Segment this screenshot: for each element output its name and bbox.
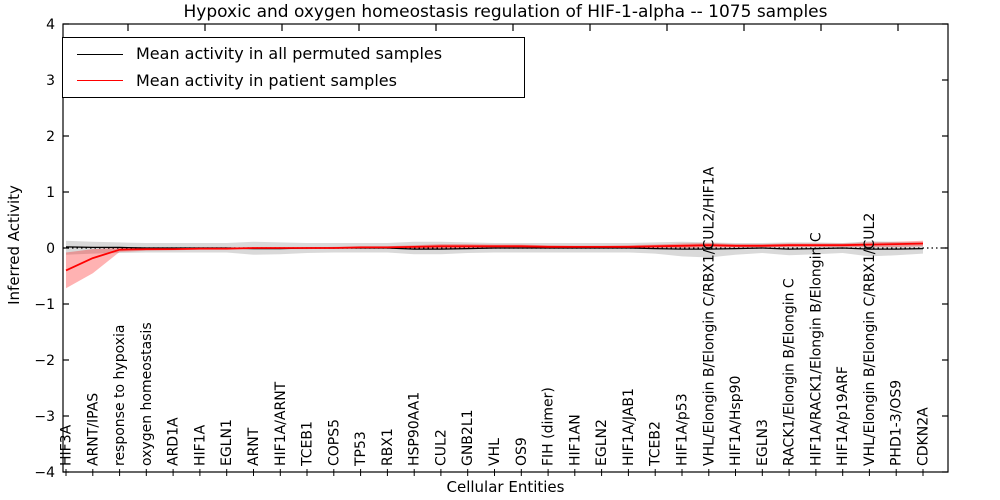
chart-title: Hypoxic and oxygen homeostasis regulatio… (183, 2, 828, 22)
legend-item-permuted: Mean activity in all permuted samples (63, 44, 524, 64)
patient-mean-line (65, 242, 924, 272)
y-tick-label: −3 (34, 409, 55, 425)
y-tick-label: 1 (46, 185, 55, 201)
x-category-label: EGLN2 (594, 419, 610, 466)
x-category-label: OS9 (514, 437, 530, 466)
y-tick-label: 0 (46, 241, 55, 257)
x-category-label: VHL (487, 438, 503, 466)
y-axis-ticks: −4 −3 −2 −1 0 1 2 3 4 (34, 17, 948, 481)
x-category-label: HIF3A (59, 424, 75, 466)
x-category-label: HIF1A/RACK1/Elongin B/Elongin C (808, 232, 824, 466)
x-axis-label: Cellular Entities (446, 478, 565, 496)
y-tick-label: 2 (46, 129, 55, 145)
x-category-label: COPS5 (326, 419, 342, 466)
x-category-label: HIF1AN (567, 414, 583, 466)
x-category-label: HIF1A/p19ARF (835, 366, 851, 466)
permuted-line-swatch (77, 53, 123, 55)
y-tick-label: −4 (34, 465, 55, 481)
y-tick-label: 3 (46, 73, 55, 89)
x-category-label: VHL/Elongin B/Elongin C/RBX1/CUL2/HIF1A (701, 166, 717, 466)
y-tick-label: −2 (34, 353, 55, 369)
x-category-label: HIF1A (192, 424, 208, 466)
x-axis-categories: HIF3A ARNT/IPAS response to hypoxia oxygen … (59, 166, 932, 476)
top-axis-ticks (127, 24, 899, 31)
x-category-label: HIF1A/Hsp90 (728, 376, 744, 466)
x-category-label: VHL/Elongin B/Elongin C/RBX1/CUL2 (862, 213, 878, 466)
x-category-label: EGLN3 (755, 419, 771, 466)
mean-lines (65, 242, 924, 272)
x-category-label: HIF1A/JAB1 (621, 388, 637, 466)
x-category-label: CUL2 (433, 429, 449, 466)
x-category-label: oxygen homeostasis (139, 322, 155, 466)
x-category-label: TP53 (353, 431, 369, 467)
patient-line-swatch (77, 80, 123, 82)
x-category-label: ARD1A (166, 417, 182, 466)
x-category-label: HIF1A/ARNT (273, 381, 289, 466)
x-category-label: TCEB1 (300, 421, 316, 467)
y-tick-label: 4 (46, 17, 55, 33)
x-category-label: GNB2L1 (460, 409, 476, 466)
x-category-label: TCEB2 (648, 421, 664, 467)
legend: Mean activity in all permuted samples Me… (62, 37, 525, 98)
y-tick-label: −1 (34, 297, 55, 313)
x-category-label: RACK1/Elongin B/Elongin C (782, 278, 798, 466)
x-category-label: FIH (dimer) (541, 387, 557, 466)
x-category-label: ARNT/IPAS (85, 393, 101, 466)
legend-label-permuted: Mean activity in all permuted samples (136, 44, 443, 64)
legend-label-patient: Mean activity in patient samples (136, 70, 397, 90)
x-category-label: EGLN1 (219, 419, 235, 466)
x-category-label: ARNT (246, 427, 262, 466)
y-axis-label: Inferred Activity (5, 185, 23, 305)
legend-item-patient: Mean activity in patient samples (63, 70, 524, 90)
x-category-label: RBX1 (380, 428, 396, 466)
x-category-label: response to hypoxia (112, 325, 128, 466)
x-category-label: HSP90AA1 (407, 392, 423, 466)
x-category-label: PHD1-3/OS9 (889, 380, 905, 466)
x-category-label: HIF1A/p53 (675, 393, 691, 466)
x-category-label: CDKN2A (916, 407, 932, 466)
